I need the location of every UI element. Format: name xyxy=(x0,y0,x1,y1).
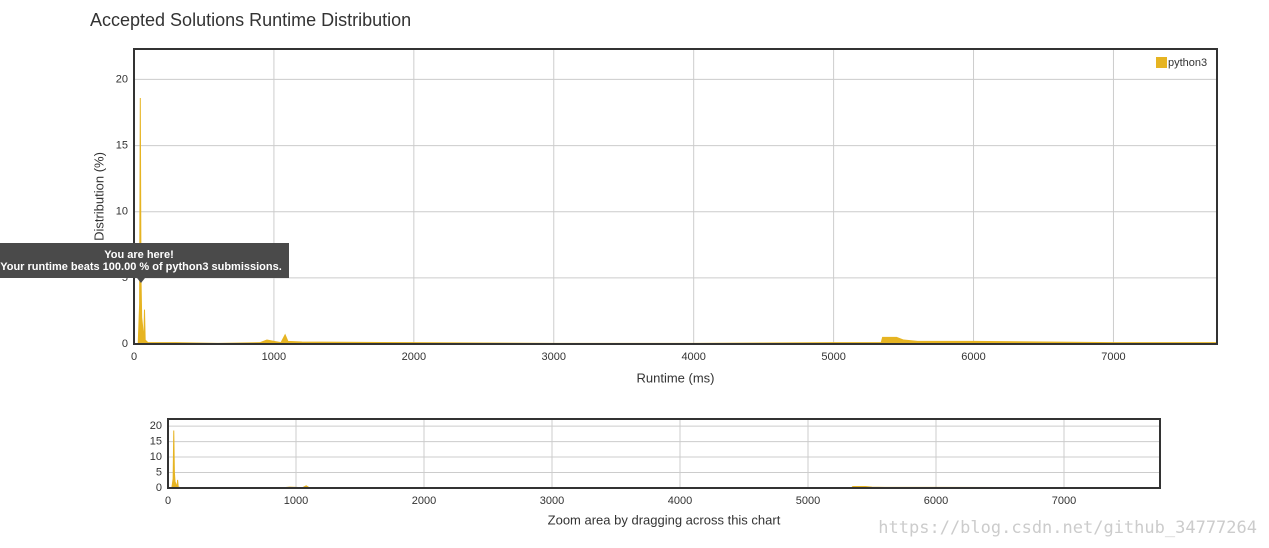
x-tick-label: 2000 xyxy=(412,495,436,507)
x-tick-label: 4000 xyxy=(681,351,705,363)
x-tick-label: 0 xyxy=(131,351,137,363)
x-axis-label: Zoom area by dragging across this chart xyxy=(548,512,781,527)
chart-title: Accepted Solutions Runtime Distribution xyxy=(90,10,411,30)
x-tick-label: 3000 xyxy=(542,351,566,363)
y-tick-label: 20 xyxy=(150,420,162,432)
x-tick-label: 6000 xyxy=(961,351,985,363)
x-tick-label: 5000 xyxy=(796,495,820,507)
charts: 0510152001000200030004000500060007000Run… xyxy=(91,48,1218,527)
tooltip-arrow xyxy=(137,278,145,283)
x-tick-label: 7000 xyxy=(1052,495,1076,507)
tooltip-box xyxy=(0,243,289,278)
x-tick-label: 2000 xyxy=(402,351,426,363)
y-tick-label: 15 xyxy=(150,435,162,447)
watermark: https://blog.csdn.net/github_34777264 xyxy=(878,518,1257,538)
x-tick-label: 3000 xyxy=(540,495,564,507)
y-tick-label: 0 xyxy=(122,338,128,350)
tooltip-text: Your runtime beats 100.00 % of python3 s… xyxy=(0,261,282,273)
x-tick-label: 7000 xyxy=(1101,351,1125,363)
legend-swatch xyxy=(1156,57,1167,68)
y-tick-label: 0 xyxy=(156,482,162,494)
x-axis-label: Runtime (ms) xyxy=(636,370,714,385)
legend-label: python3 xyxy=(1168,57,1207,69)
x-tick-label: 4000 xyxy=(668,495,692,507)
area xyxy=(168,430,1160,489)
tooltip-title: You are here! xyxy=(104,249,174,261)
plot-border xyxy=(133,48,1218,345)
x-tick-label: 6000 xyxy=(924,495,948,507)
tooltip: You are here! Your runtime beats 100.00 … xyxy=(0,243,289,283)
x-tick-label: 5000 xyxy=(821,351,845,363)
area xyxy=(134,97,1218,345)
y-tick-label: 10 xyxy=(150,451,162,463)
plot-border xyxy=(167,418,1161,489)
y-tick-label: 15 xyxy=(116,139,128,151)
y-axis-label: Distribution (%) xyxy=(91,152,106,241)
y-tick-label: 10 xyxy=(116,206,128,218)
y-tick-label: 5 xyxy=(156,466,162,478)
y-tick-label: 20 xyxy=(116,73,128,85)
x-tick-label: 1000 xyxy=(284,495,308,507)
x-tick-label: 0 xyxy=(165,495,171,507)
x-tick-label: 1000 xyxy=(262,351,286,363)
